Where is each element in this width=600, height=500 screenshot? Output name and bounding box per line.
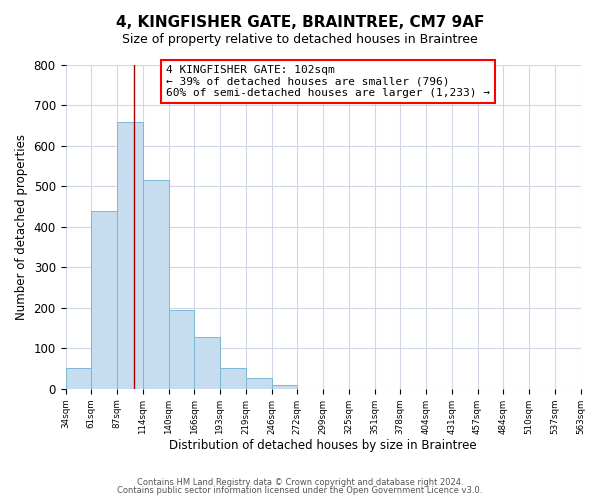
Bar (169, 310, 194, 388)
Bar (272, 386, 297, 388)
Bar (65, 368, 91, 388)
Text: Contains HM Land Registry data © Crown copyright and database right 2024.: Contains HM Land Registry data © Crown c… (137, 478, 463, 487)
Bar (143, 180, 169, 388)
Bar (246, 378, 272, 388)
Y-axis label: Number of detached properties: Number of detached properties (15, 134, 28, 320)
Bar (220, 368, 246, 388)
Text: 4 KINGFISHER GATE: 102sqm
← 39% of detached houses are smaller (796)
60% of semi: 4 KINGFISHER GATE: 102sqm ← 39% of detac… (166, 65, 490, 98)
X-axis label: Distribution of detached houses by size in Braintree: Distribution of detached houses by size … (169, 440, 477, 452)
Text: Contains public sector information licensed under the Open Government Licence v3: Contains public sector information licen… (118, 486, 482, 495)
Text: 4, KINGFISHER GATE, BRAINTREE, CM7 9AF: 4, KINGFISHER GATE, BRAINTREE, CM7 9AF (116, 15, 484, 30)
Bar (91, 210, 117, 388)
Bar (194, 337, 220, 388)
Text: Size of property relative to detached houses in Braintree: Size of property relative to detached ho… (122, 34, 478, 46)
Bar (117, 122, 143, 388)
